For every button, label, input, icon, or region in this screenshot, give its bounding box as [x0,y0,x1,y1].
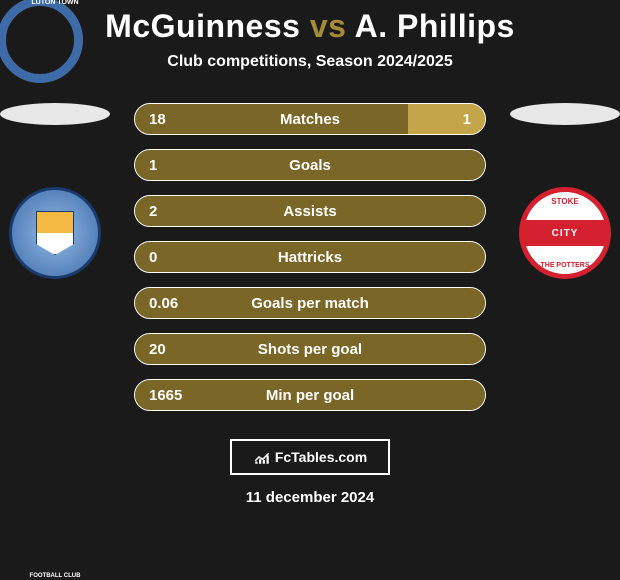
stat-bar: 1 Goals [134,149,486,181]
stat-bar: 2 Assists [134,195,486,227]
stoke-top-text: STOKE [524,198,606,207]
stat-bar: 0 Hattricks [134,241,486,273]
player1-name: McGuinness [105,8,300,44]
stat-bar: 18 1 Matches [134,103,486,135]
stat-label: Hattricks [278,249,342,266]
stat-value-left: 0.06 [149,295,178,312]
stat-bar: 0.06 Goals per match [134,287,486,319]
luton-bottom-text: FOOTBALL CLUB [0,573,365,580]
bar-fill-left [135,104,408,134]
fctables-logo: FcTables.com [230,439,390,475]
player-silhouette-right [510,103,620,125]
stat-label: Matches [280,111,340,128]
comparison-card: McGuinness vs A. Phillips Club competiti… [0,0,620,580]
vs-text: vs [310,8,347,44]
date-text: 11 december 2024 [246,489,374,506]
stat-label: Min per goal [266,387,354,404]
stat-value-left: 18 [149,111,166,128]
stat-label: Goals per match [251,295,369,312]
stat-value-left: 0 [149,249,157,266]
main-row: LUTON TOWN FOOTBALL CLUB 18 1 Matches 1 Goal… [0,103,620,411]
subtitle: Club competitions, Season 2024/2025 [167,53,452,71]
fctables-text: FcTables.com [275,449,367,465]
stat-value-left: 20 [149,341,166,358]
club-left-column: LUTON TOWN FOOTBALL CLUB [0,103,110,279]
player-silhouette-left [0,103,110,125]
stoke-band-text: CITY [552,228,579,239]
luton-crest-icon [36,211,74,255]
club-logo-stoke: STOKE CITY THE POTTERS [519,187,611,279]
stat-value-left: 1 [149,157,157,174]
club-logo-luton: LUTON TOWN FOOTBALL CLUB [9,187,101,279]
stat-label: Shots per goal [258,341,362,358]
stat-value-left: 1665 [149,387,182,404]
luton-top-text: LUTON TOWN [0,0,365,7]
stat-label: Goals [289,157,331,174]
bar-fill-right [408,104,485,134]
stat-label: Assists [283,203,336,220]
stats-bars: 18 1 Matches 1 Goals 2 Assists 0 Hattricks 0.06 Go… [130,103,490,411]
stat-bar: 20 Shots per goal [134,333,486,365]
stat-value-left: 2 [149,203,157,220]
stat-value-right: 1 [463,111,471,128]
page-title: McGuinness vs A. Phillips [105,8,515,45]
stoke-band: CITY [524,220,606,246]
player2-name: A. Phillips [355,8,515,44]
club-right-column: STOKE CITY THE POTTERS [510,103,620,279]
chart-icon [253,448,271,466]
stat-bar: 1665 Min per goal [134,379,486,411]
stoke-bottom-text: THE POTTERS [524,262,606,270]
